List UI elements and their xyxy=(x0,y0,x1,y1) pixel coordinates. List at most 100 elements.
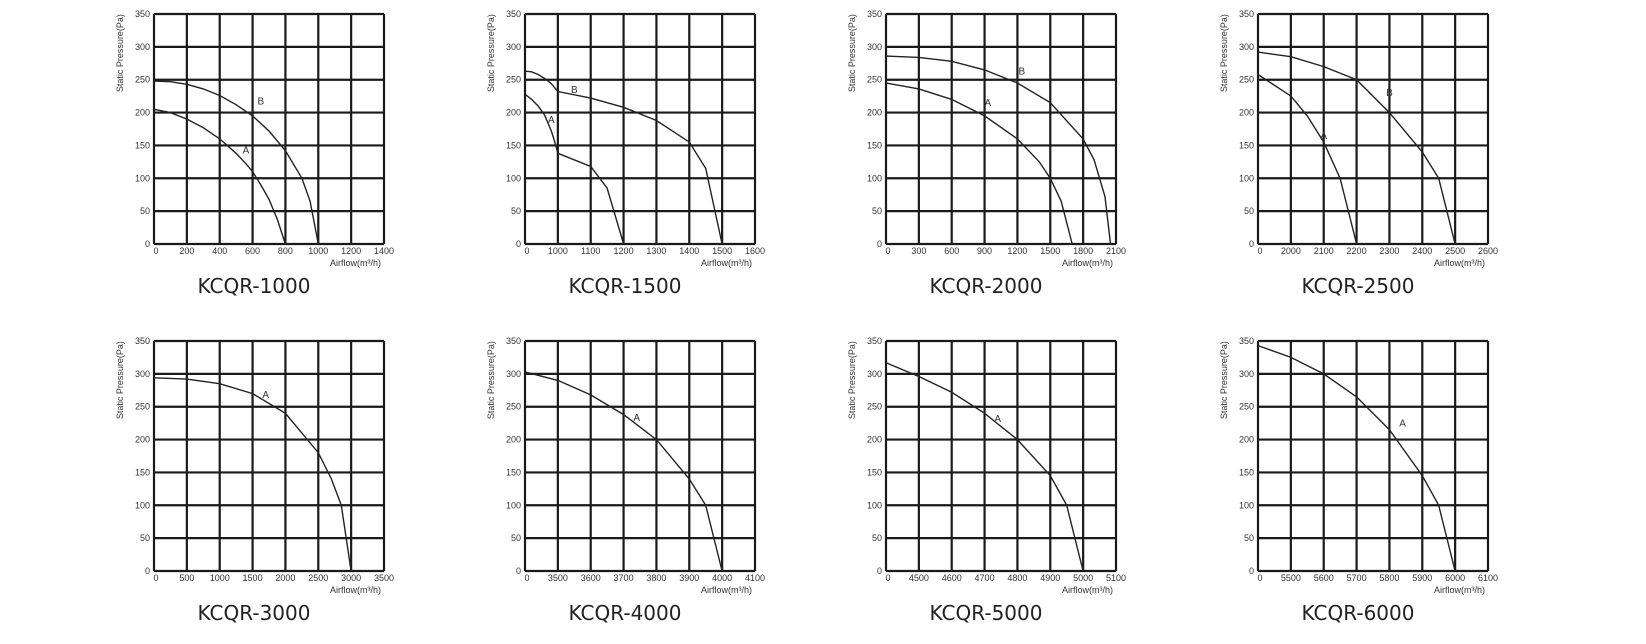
y-axis-title: Static Pressure(Pa) xyxy=(486,341,496,419)
y-tick-label: 150 xyxy=(135,467,150,477)
y-tick-label: 0 xyxy=(145,566,150,576)
y-tick-label: 150 xyxy=(506,467,521,477)
y-tick-label: 50 xyxy=(511,206,521,216)
y-tick-label: 350 xyxy=(135,9,150,19)
x-tick-label: 1100 xyxy=(581,246,600,256)
x-tick-label: 6100 xyxy=(1478,573,1498,583)
y-tick-label: 300 xyxy=(506,42,521,52)
x-tick-label: 0 xyxy=(1257,246,1262,256)
y-tick-label: 100 xyxy=(135,500,150,510)
chart-title: KCQR-1000 xyxy=(198,274,311,298)
x-tick-label: 1400 xyxy=(374,246,394,256)
x-tick-label: 600 xyxy=(245,246,260,256)
y-tick-label: 250 xyxy=(1239,75,1254,85)
x-tick-label: 1200 xyxy=(1007,246,1027,256)
fan-chart: 0 50 100 150 200 250 300 350 0 5500 5600 5700 5800 59… xyxy=(1219,336,1498,625)
fan-curve-b xyxy=(524,70,723,245)
x-axis-title: Airflow(m³/h) xyxy=(1434,258,1485,268)
curve-label: A xyxy=(243,145,250,156)
curve-label: A xyxy=(1320,131,1327,142)
y-tick-label: 100 xyxy=(506,500,521,510)
y-tick-label: 50 xyxy=(872,206,882,216)
chart-title: KCQR-2000 xyxy=(930,274,1043,298)
x-tick-label: 2600 xyxy=(1478,246,1498,256)
x-tick-label: 800 xyxy=(278,246,293,256)
x-tick-label: 2000 xyxy=(1281,246,1301,256)
y-tick-label: 350 xyxy=(506,336,521,346)
y-tick-label: 150 xyxy=(506,140,521,150)
fan-chart: 0 50 100 150 200 250 300 350 0 1000 1100 1200 1300 14… xyxy=(486,9,765,298)
y-tick-label: 50 xyxy=(140,206,150,216)
fan-curve-a xyxy=(1257,73,1358,245)
x-tick-label: 4000 xyxy=(712,573,732,583)
x-tick-label: 900 xyxy=(977,246,992,256)
x-axis-title: Airflow(m³/h) xyxy=(330,258,381,268)
y-tick-label: 50 xyxy=(872,533,882,543)
x-tick-label: 3800 xyxy=(646,573,666,583)
x-tick-label: 2300 xyxy=(1379,246,1399,256)
x-tick-label: 3000 xyxy=(341,573,361,583)
y-axis-title: Static Pressure(Pa) xyxy=(847,14,857,92)
fan-chart: 0 50 100 150 200 250 300 350 0 200 400 600 800 1000 12… xyxy=(115,9,394,298)
x-tick-label: 3500 xyxy=(374,573,394,583)
y-tick-label: 250 xyxy=(1239,402,1254,412)
x-tick-label: 1000 xyxy=(548,246,568,256)
curve-label: B xyxy=(571,85,578,96)
x-tick-label: 5800 xyxy=(1379,573,1399,583)
y-tick-label: 0 xyxy=(877,239,882,249)
curve-label: B xyxy=(1018,66,1025,77)
x-tick-label: 3900 xyxy=(679,573,699,583)
y-tick-label: 150 xyxy=(867,140,882,150)
x-tick-label: 4900 xyxy=(1040,573,1060,583)
x-tick-label: 4600 xyxy=(942,573,962,583)
x-tick-label: 1500 xyxy=(243,573,263,583)
chart-title: KCQR-2500 xyxy=(1302,274,1415,298)
y-tick-label: 350 xyxy=(506,9,521,19)
y-tick-label: 100 xyxy=(867,500,882,510)
y-tick-label: 150 xyxy=(1239,467,1254,477)
y-tick-label: 200 xyxy=(506,435,521,445)
y-tick-label: 300 xyxy=(1239,42,1254,52)
x-tick-label: 1400 xyxy=(679,246,699,256)
y-tick-label: 50 xyxy=(140,533,150,543)
y-tick-label: 200 xyxy=(135,435,150,445)
y-tick-label: 150 xyxy=(867,467,882,477)
x-axis-title: Airflow(m³/h) xyxy=(330,585,381,595)
y-tick-label: 250 xyxy=(867,75,882,85)
y-tick-label: 0 xyxy=(516,566,521,576)
y-axis-title: Static Pressure(Pa) xyxy=(115,341,125,419)
chart-title: KCQR-5000 xyxy=(930,601,1043,625)
x-tick-label: 2100 xyxy=(1314,246,1334,256)
curve-label: A xyxy=(262,390,269,401)
x-tick-label: 3600 xyxy=(581,573,601,583)
x-tick-label: 5100 xyxy=(1106,573,1126,583)
y-tick-label: 250 xyxy=(135,75,150,85)
x-tick-label: 5000 xyxy=(1073,573,1093,583)
y-tick-label: 100 xyxy=(506,173,521,183)
x-tick-label: 1500 xyxy=(1040,246,1060,256)
x-tick-label: 1600 xyxy=(745,246,765,256)
y-tick-label: 0 xyxy=(145,239,150,249)
x-tick-label: 0 xyxy=(1257,573,1262,583)
y-tick-label: 100 xyxy=(1239,500,1254,510)
fan-chart: 0 50 100 150 200 250 300 350 0 2000 2100 2200 2300 24… xyxy=(1219,9,1498,298)
fan-chart: 0 50 100 150 200 250 300 350 0 300 600 900 1200 1500 1… xyxy=(847,9,1126,298)
x-tick-label: 2200 xyxy=(1347,246,1367,256)
x-tick-label: 0 xyxy=(153,573,158,583)
x-tick-label: 2100 xyxy=(1106,246,1126,256)
x-tick-label: 0 xyxy=(524,573,529,583)
y-axis-title: Static Pressure(Pa) xyxy=(847,341,857,419)
x-tick-label: 4800 xyxy=(1007,573,1027,583)
y-tick-label: 0 xyxy=(1249,239,1254,249)
y-tick-label: 350 xyxy=(867,336,882,346)
x-tick-label: 0 xyxy=(524,246,529,256)
x-tick-label: 1000 xyxy=(308,246,328,256)
x-tick-label: 5900 xyxy=(1412,573,1432,583)
x-tick-label: 2400 xyxy=(1412,246,1432,256)
x-tick-label: 0 xyxy=(153,246,158,256)
y-tick-label: 100 xyxy=(135,173,150,183)
y-tick-label: 300 xyxy=(1239,369,1254,379)
fan-curve-a xyxy=(153,108,287,245)
